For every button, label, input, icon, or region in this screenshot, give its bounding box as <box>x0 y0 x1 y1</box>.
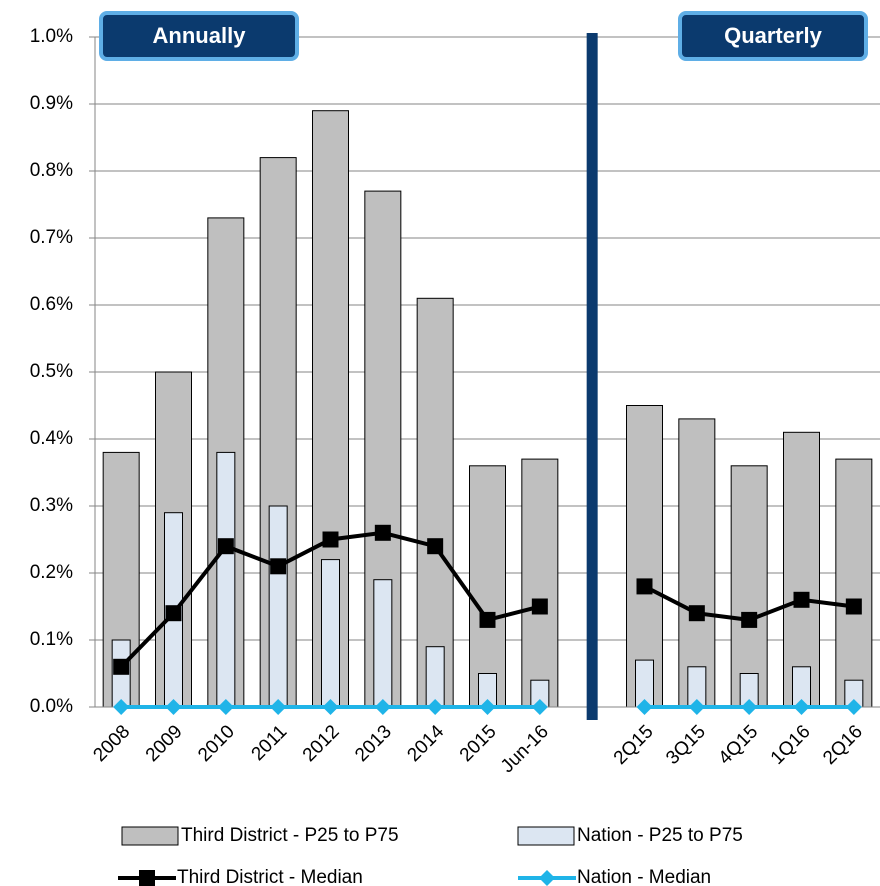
x-tick-label: 2013 <box>351 721 396 766</box>
bar <box>783 431 820 708</box>
marker <box>322 699 339 715</box>
marker <box>374 699 391 715</box>
legend-swatch <box>517 826 575 846</box>
x-tick-label: 2009 <box>142 721 187 766</box>
legend-label: Third District - Median <box>177 867 363 886</box>
bar <box>321 559 340 708</box>
bar <box>730 465 768 708</box>
y-tick-label: 1.0% <box>30 26 73 47</box>
x-tick-label: 1Q16 <box>767 721 815 769</box>
x-tick-label: 2011 <box>248 721 292 765</box>
bar <box>373 579 393 708</box>
y-tick-label: 0.9% <box>30 93 73 114</box>
marker <box>270 558 287 575</box>
bar <box>416 297 454 708</box>
x-tick-label: 2010 <box>194 721 239 766</box>
marker <box>845 598 862 615</box>
marker <box>113 699 130 715</box>
marker <box>374 524 391 541</box>
x-tick-label: 2012 <box>299 721 344 766</box>
marker <box>217 699 234 715</box>
y-tick-label: 0.7% <box>30 227 73 248</box>
marker <box>688 699 705 715</box>
bar <box>216 451 236 708</box>
y-tick-label: 0.3% <box>30 495 73 516</box>
marker <box>165 605 182 622</box>
x-tick-label: 2Q15 <box>610 721 658 769</box>
marker <box>688 605 705 622</box>
bar <box>678 418 716 708</box>
y-tick-label: 0.4% <box>30 428 73 449</box>
marker <box>322 531 339 548</box>
x-tick-label: 2015 <box>456 721 501 766</box>
x-tick-label: Jun-16 <box>497 721 553 777</box>
legend-marker <box>139 870 155 886</box>
y-tick-label: 0.2% <box>30 562 73 583</box>
bar <box>268 505 288 708</box>
marker <box>165 699 182 715</box>
marker <box>741 699 758 715</box>
annotation: Annually <box>153 23 247 48</box>
marker <box>845 699 862 715</box>
y-tick-label: 0.6% <box>30 294 73 315</box>
x-tick-label: 2Q16 <box>819 721 867 769</box>
marker <box>479 611 496 628</box>
bar <box>521 458 559 708</box>
marker <box>427 699 444 715</box>
marker <box>636 699 653 715</box>
marker <box>636 578 653 595</box>
x-tick-label: 4Q15 <box>715 721 763 769</box>
legend-marker <box>539 870 555 886</box>
marker <box>741 611 758 628</box>
y-tick-label: 0.0% <box>30 696 73 717</box>
marker <box>113 658 130 675</box>
y-tick-label: 0.1% <box>30 629 73 650</box>
bar <box>835 458 873 708</box>
x-tick-label: 3Q15 <box>662 721 710 769</box>
annotation: Quarterly <box>724 23 823 48</box>
marker <box>793 699 810 715</box>
x-tick-label: 2008 <box>90 721 135 766</box>
bar <box>469 465 506 708</box>
marker <box>531 699 548 715</box>
legend-label: Nation - Median <box>577 867 711 886</box>
marker <box>217 538 234 555</box>
bar <box>626 405 663 708</box>
y-tick-label: 0.5% <box>30 361 73 382</box>
legend-swatch <box>121 826 179 846</box>
y-tick-label: 0.8% <box>30 160 73 181</box>
legend-label: Nation - P25 to P75 <box>577 825 743 846</box>
legend-label: Third District - P25 to P75 <box>181 825 399 846</box>
marker <box>793 591 810 608</box>
marker <box>427 538 444 555</box>
marker <box>270 699 287 715</box>
marker <box>479 699 496 715</box>
annotation-box <box>678 11 868 61</box>
annotation-box <box>99 11 299 61</box>
marker <box>531 598 548 615</box>
x-tick-label: 2014 <box>404 721 449 766</box>
bar <box>425 646 445 708</box>
